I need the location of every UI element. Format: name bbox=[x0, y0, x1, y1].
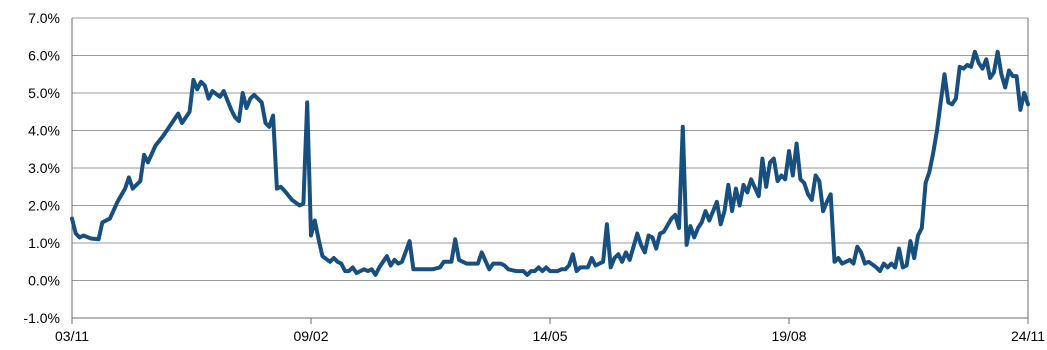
y-tick-label: -1.0% bbox=[23, 310, 60, 326]
y-tick-label: 4.0% bbox=[28, 123, 60, 139]
series-layer bbox=[70, 49, 1030, 277]
x-tick-label: 03/11 bbox=[55, 328, 89, 344]
x-tick-labels: 03/11 09/02 14/05 19/08 24/11 bbox=[55, 328, 1045, 344]
series-line bbox=[70, 49, 1030, 277]
axes bbox=[71, 18, 1029, 324]
y-tick-label: 5.0% bbox=[28, 85, 60, 101]
y-tick-label: 2.0% bbox=[28, 198, 60, 214]
y-tick-labels: -1.0% 0.0% 1.0% 2.0% 3.0% 4.0% 5.0% 6.0% 7.0% bbox=[23, 10, 60, 326]
x-tick-label: 14/05 bbox=[532, 328, 567, 344]
gridlines bbox=[72, 17, 1028, 319]
x-tick-label: 24/11 bbox=[1011, 328, 1045, 344]
x-tick-label: 19/08 bbox=[771, 328, 806, 344]
y-tick-label: 1.0% bbox=[28, 235, 60, 251]
y-tick-label: 3.0% bbox=[28, 160, 60, 176]
x-tick-label: 09/02 bbox=[293, 328, 328, 344]
y-tick-label: 7.0% bbox=[28, 10, 60, 26]
y-tick-label: 0.0% bbox=[28, 273, 60, 289]
y-tick-label: 6.0% bbox=[28, 48, 60, 64]
